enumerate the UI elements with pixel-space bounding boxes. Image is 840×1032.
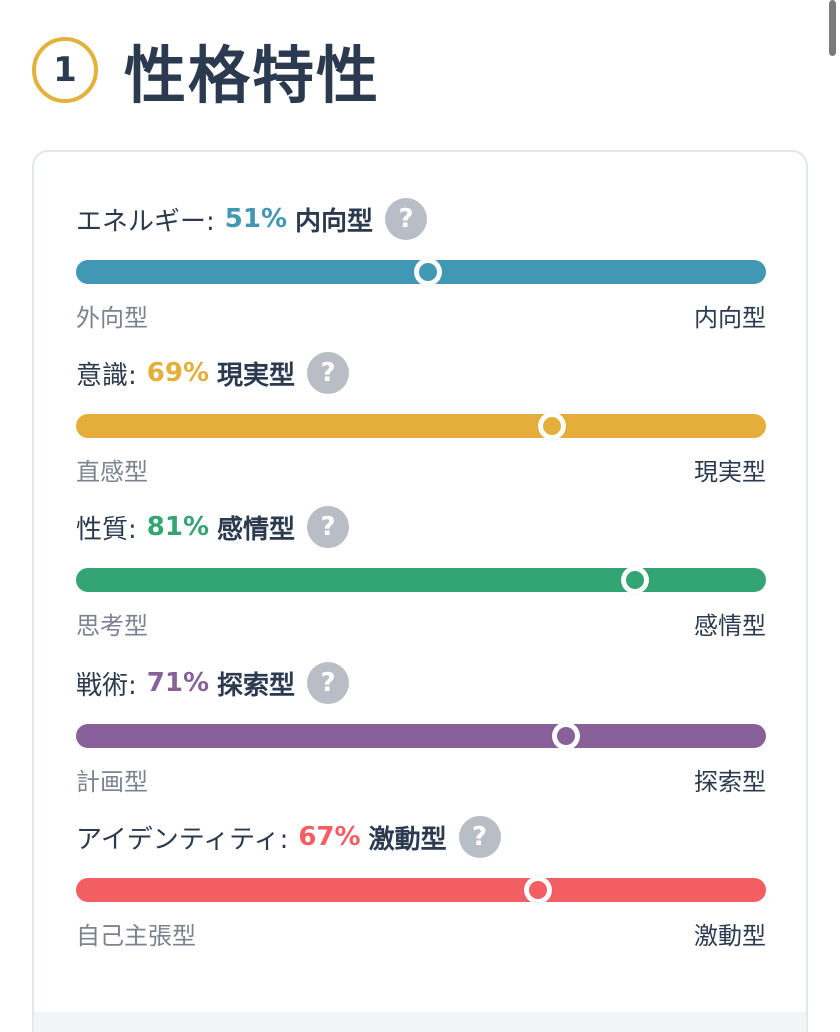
slider-thumb[interactable] — [413, 258, 442, 286]
trait-right-label: 激動型 — [694, 922, 766, 950]
trait-type: 激動型 — [368, 824, 447, 855]
page-title: 性格特性 — [124, 39, 381, 112]
trait-right-label: 内向型 — [694, 304, 766, 332]
trait-bar — [76, 258, 766, 286]
scrollbar[interactable] — [829, 0, 836, 56]
trait-bar — [76, 722, 766, 750]
help-icon[interactable]: ? — [385, 198, 428, 240]
trait-ends: 外向型 内向型 — [76, 298, 766, 333]
trait-percent: 81% — [146, 512, 209, 542]
trait-label: 戦術: 71% 探索型 ? — [76, 662, 766, 704]
trait-type: 現実型 — [217, 360, 296, 391]
slider-thumb[interactable] — [551, 722, 580, 750]
slider-thumb-dot — [625, 571, 644, 589]
trait-name: 戦術: — [76, 670, 137, 701]
trait-type: 感情型 — [217, 514, 296, 545]
trait-energy: エネルギー: 51% 内向型 ? 外向型 内向型 — [76, 198, 766, 333]
trait-percent: 51% — [224, 204, 287, 234]
help-icon[interactable]: ? — [307, 352, 350, 394]
trait-name: アイデンティティ: — [76, 824, 289, 855]
trait-percent: 69% — [146, 358, 209, 388]
section-header: 1 性格特性 — [32, 30, 380, 112]
trait-right-label: 感情型 — [694, 612, 766, 640]
step-number-badge: 1 — [32, 37, 98, 103]
slider-thumb-dot — [556, 727, 575, 745]
trait-name: エネルギー: — [76, 206, 215, 237]
help-icon[interactable]: ? — [307, 662, 350, 704]
trait-label: 性質: 81% 感情型 ? — [76, 506, 766, 548]
trait-label: 意識: 69% 現実型 ? — [76, 352, 766, 394]
trait-mind: 意識: 69% 現実型 ? 直感型 現実型 — [76, 352, 766, 487]
trait-left-label: 直感型 — [76, 458, 148, 486]
help-icon[interactable]: ? — [458, 816, 501, 858]
trait-percent: 71% — [146, 668, 209, 698]
trait-type: 内向型 — [295, 206, 374, 237]
trait-bar — [76, 412, 766, 440]
trait-left-label: 自己主張型 — [76, 922, 196, 950]
trait-nature: 性質: 81% 感情型 ? 思考型 感情型 — [76, 506, 766, 641]
trait-identity: アイデンティティ: 67% 激動型 ? 自己主張型 激動型 — [76, 816, 766, 951]
trait-ends: 直感型 現実型 — [76, 452, 766, 487]
slider-thumb[interactable] — [524, 876, 553, 904]
trait-type: 探索型 — [217, 670, 296, 701]
trait-right-label: 探索型 — [694, 768, 766, 796]
trait-left-label: 計画型 — [76, 768, 148, 796]
slider-thumb-dot — [529, 881, 548, 899]
trait-name: 意識: — [76, 360, 137, 391]
trait-ends: 思考型 感情型 — [76, 606, 766, 641]
trait-left-label: 思考型 — [76, 612, 148, 640]
trait-label: エネルギー: 51% 内向型 ? — [76, 198, 766, 240]
slider-thumb-dot — [543, 417, 562, 435]
slider-thumb[interactable] — [538, 412, 567, 440]
trait-ends: 自己主張型 激動型 — [76, 916, 766, 951]
slider-thumb[interactable] — [620, 566, 649, 594]
slider-thumb-dot — [418, 263, 437, 281]
card-footer — [34, 1012, 806, 1032]
trait-ends: 計画型 探索型 — [76, 762, 766, 797]
trait-label: アイデンティティ: 67% 激動型 ? — [76, 816, 766, 858]
trait-tactics: 戦術: 71% 探索型 ? 計画型 探索型 — [76, 662, 766, 797]
trait-name: 性質: — [76, 514, 137, 545]
trait-bar — [76, 566, 766, 594]
help-icon[interactable]: ? — [307, 506, 350, 548]
trait-bar — [76, 876, 766, 904]
traits-card: エネルギー: 51% 内向型 ? 外向型 内向型 意識: 69% 現実型 ? — [32, 150, 808, 1032]
trait-right-label: 現実型 — [694, 458, 766, 486]
trait-left-label: 外向型 — [76, 304, 148, 332]
trait-percent: 67% — [298, 822, 361, 852]
